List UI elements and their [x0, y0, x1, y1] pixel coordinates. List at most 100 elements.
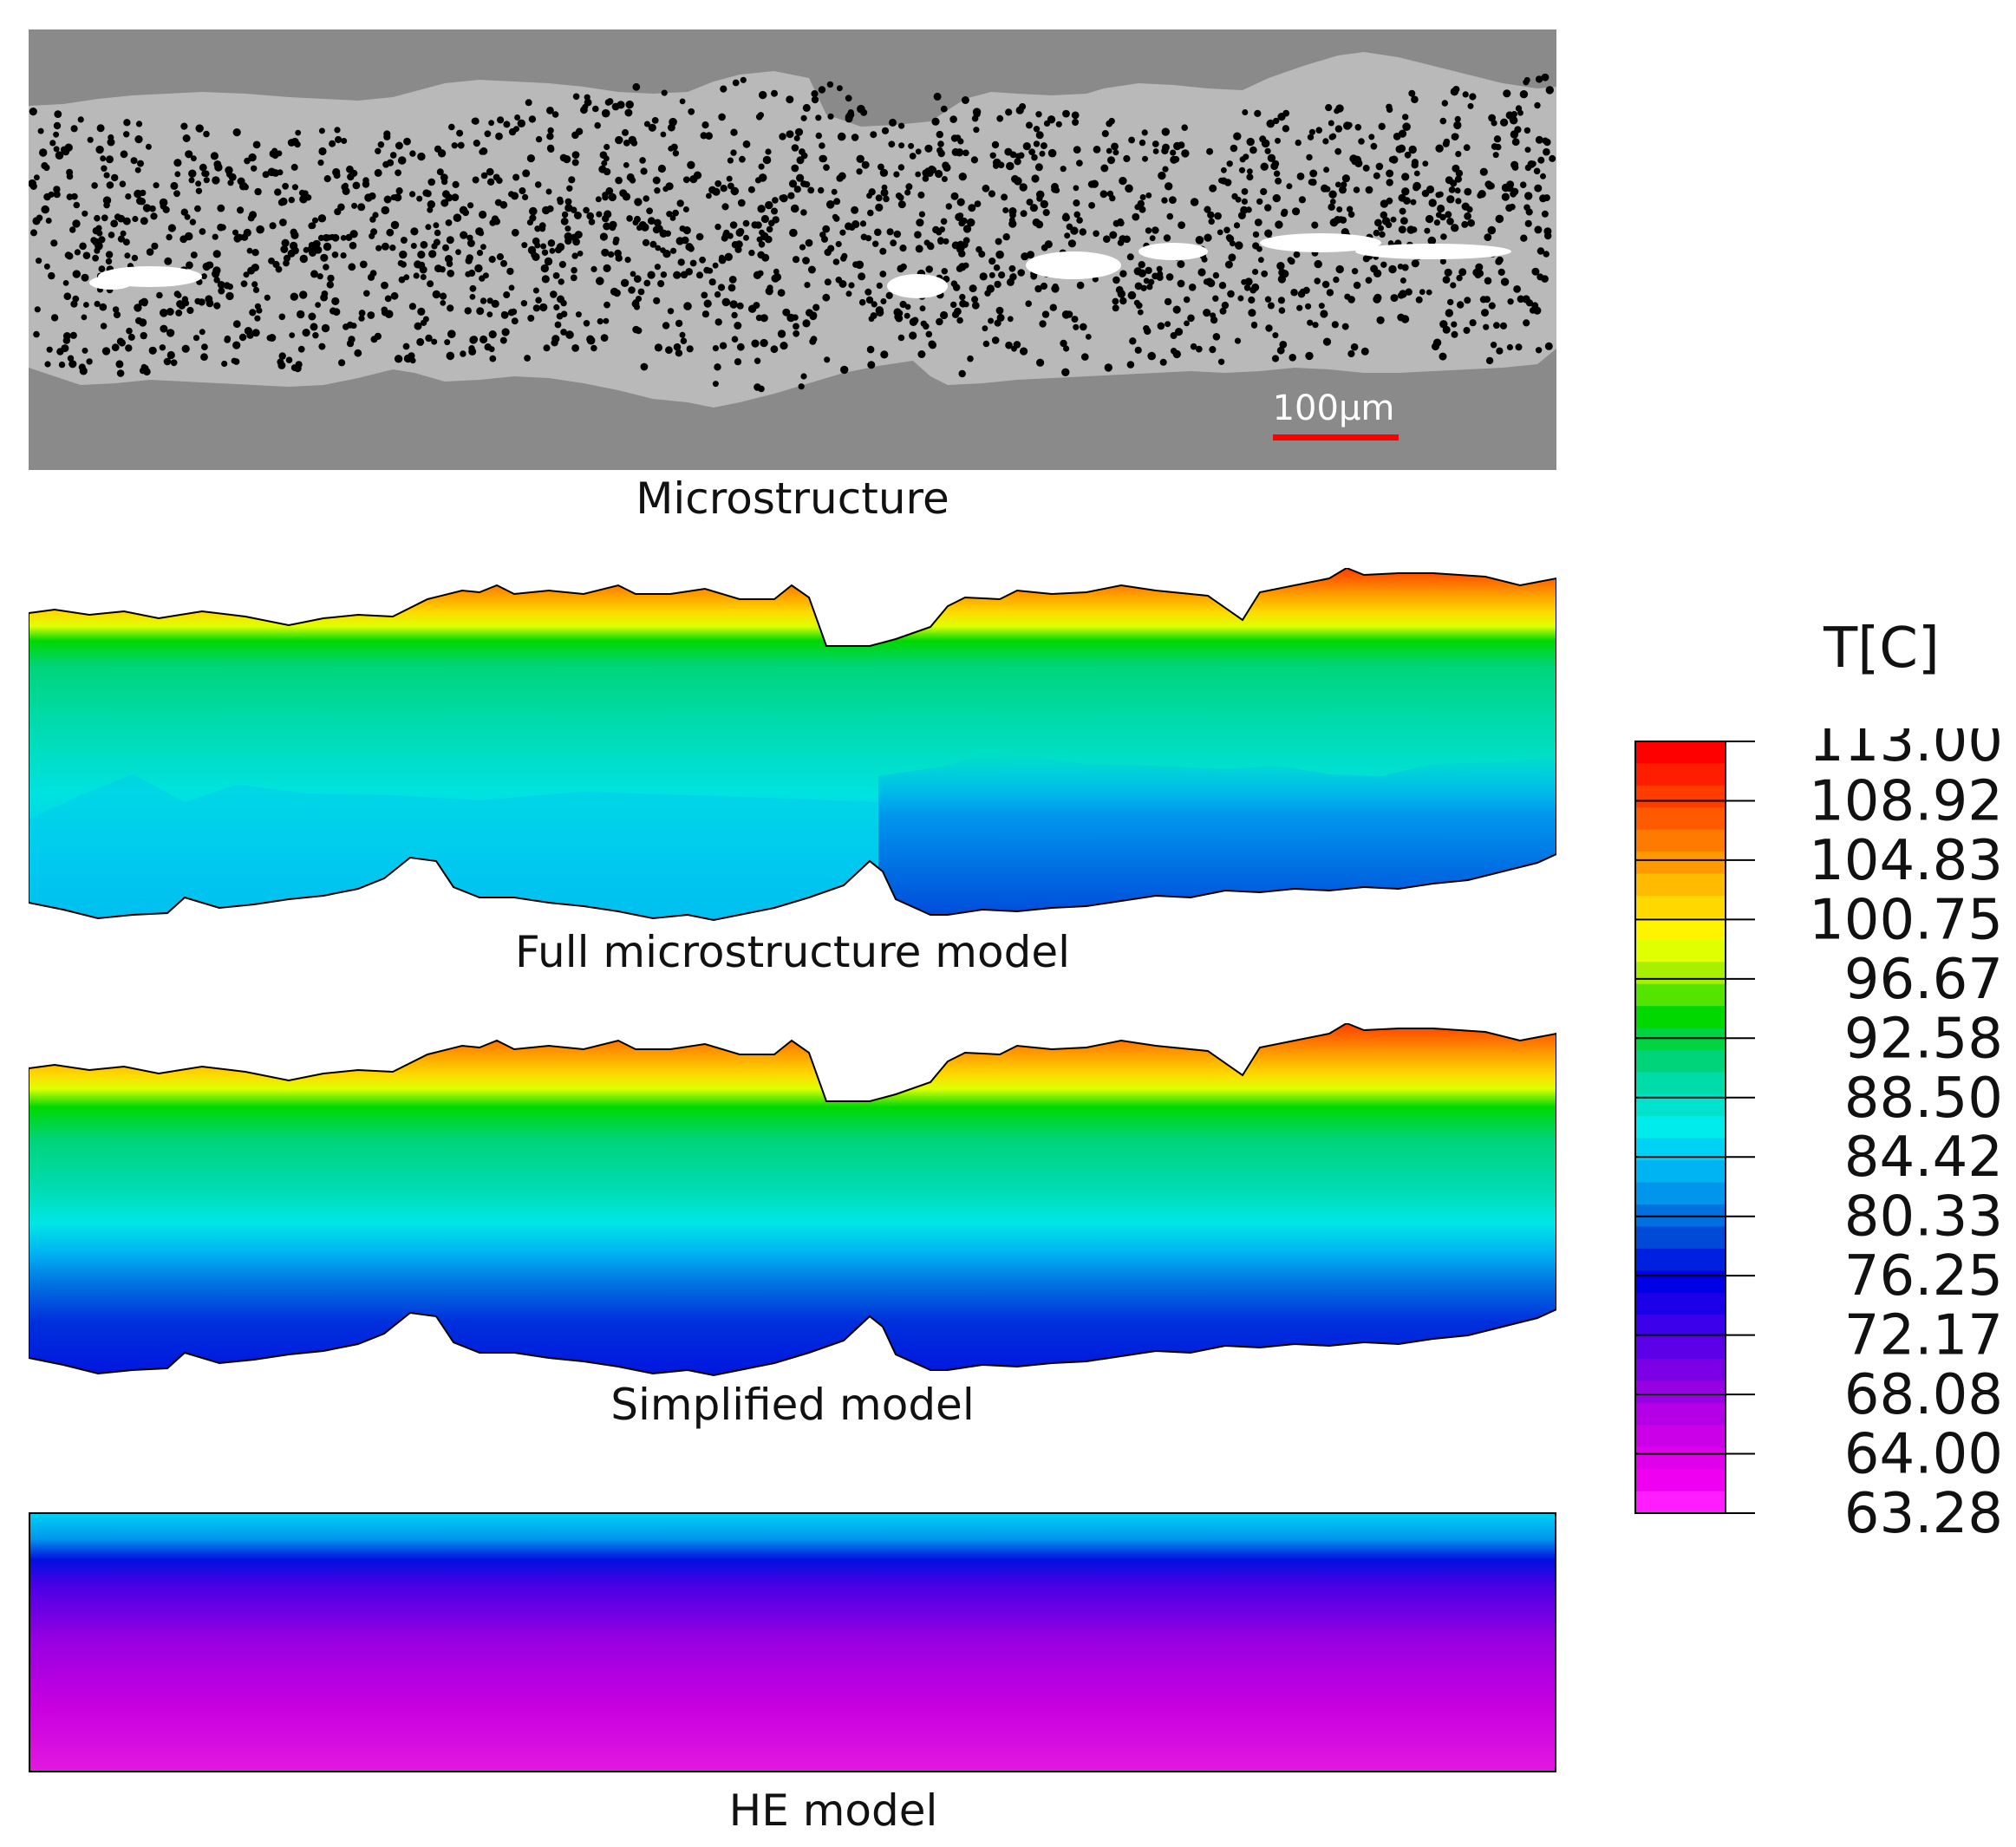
fiber-dot [1457, 301, 1465, 309]
fiber-dot [535, 135, 543, 143]
fiber-dot [237, 206, 245, 214]
fiber-dot [609, 224, 617, 232]
fiber-dot [925, 265, 933, 273]
legend-color-bands [1635, 741, 1726, 1514]
fiber-dot [1495, 214, 1504, 224]
fiber-dot [648, 123, 656, 132]
fiber-dot [962, 149, 969, 157]
fiber-dot [897, 164, 905, 171]
fiber-dot [546, 133, 554, 140]
fiber-dot [100, 323, 108, 330]
fiber-dot [254, 303, 261, 310]
temperature-legend: 113.00108.92104.83100.7596.6792.5888.508… [1634, 728, 2003, 1544]
fiber-dot [845, 114, 853, 123]
fiber-dot [101, 165, 108, 172]
fiber-dot [634, 198, 643, 206]
fiber-dot [534, 225, 541, 232]
fiber-dot [558, 260, 567, 269]
fiber-dot [789, 228, 798, 238]
fiber-dot [1226, 235, 1235, 243]
fiber-dot [936, 147, 943, 154]
fiber-dot [182, 134, 191, 142]
fiber-dot [1047, 115, 1056, 124]
fiber-dot [670, 143, 678, 151]
fiber-dot [1534, 225, 1543, 234]
fiber-dot [511, 317, 519, 325]
fiber-dot [603, 167, 611, 176]
fiber-dot [1277, 297, 1285, 304]
fiber-dot [683, 302, 692, 310]
fiber-dot [777, 330, 786, 338]
fiber-dot [866, 345, 875, 354]
fiber-dot [1523, 127, 1531, 134]
fiber-dot [1515, 343, 1523, 351]
fiber-dot [127, 333, 135, 341]
fiber-dot [395, 187, 403, 195]
fiber-dot [37, 127, 44, 134]
fiber-dot [381, 242, 389, 251]
fiber-dot [173, 159, 182, 167]
fiber-dot [652, 225, 661, 234]
fiber-dot [1036, 195, 1043, 202]
fiber-dot [1275, 137, 1281, 144]
fiber-dot [350, 169, 358, 177]
fiber-dot [1451, 321, 1458, 328]
fiber-dot [126, 327, 133, 335]
fiber-dot [695, 232, 704, 241]
fiber-dot [62, 332, 71, 340]
fiber-dot [596, 211, 603, 218]
fiber-dot [730, 149, 737, 156]
fiber-dot [1543, 147, 1550, 156]
fiber-dot [1341, 323, 1349, 330]
fiber-dot [1197, 268, 1206, 277]
fiber-dot [879, 168, 889, 177]
fiber-dot [571, 266, 577, 274]
fiber-dot [464, 307, 472, 315]
fiber-dot [758, 385, 765, 393]
fiber-dot [566, 185, 573, 192]
fiber-dot [634, 215, 641, 223]
fiber-dot [1314, 277, 1321, 284]
fiber-dot [682, 176, 690, 184]
fiber-dot [909, 153, 917, 160]
fiber-dot [375, 245, 382, 251]
fiber-dot [1265, 324, 1273, 332]
fiber-dot [1183, 296, 1191, 303]
fiber-dot [513, 126, 519, 133]
fiber-dot [796, 156, 805, 165]
fiber-dot [1006, 161, 1015, 171]
fiber-dot [954, 307, 962, 316]
fiber-dot [1496, 256, 1504, 264]
fiber-dot [50, 239, 58, 247]
fiber-dot [53, 146, 60, 153]
fiber-dot [876, 282, 883, 289]
fiber-dot [511, 228, 519, 237]
fiber-dot [1177, 279, 1185, 288]
fiber-dot [802, 257, 810, 264]
fiber-dot [451, 142, 458, 149]
fiber-dot [416, 337, 425, 346]
fiber-dot [137, 160, 144, 167]
fiber-dot [1347, 296, 1355, 303]
fiber-dot [256, 225, 264, 234]
fiber-dot [1261, 139, 1270, 148]
fiber-dot [262, 171, 270, 179]
fiber-dot [1537, 156, 1545, 164]
fiber-dot [560, 329, 567, 336]
fiber-dot [1481, 309, 1489, 317]
fiber-dot [1437, 204, 1445, 213]
fiber-dot [440, 173, 448, 182]
fiber-dot [1112, 149, 1119, 156]
fiber-dot [1390, 294, 1399, 303]
fiber-dot [1320, 310, 1328, 318]
fiber-dot [871, 301, 878, 308]
fiber-dot [971, 301, 980, 310]
fiber-dot [1228, 253, 1236, 262]
fiber-dot [1492, 152, 1499, 159]
fiber-dot [1350, 343, 1359, 351]
fiber-dot [757, 205, 766, 213]
fiber-dot [409, 150, 416, 157]
fiber-dot [1035, 111, 1042, 118]
fiber-dot [1339, 186, 1347, 194]
fiber-dot [327, 274, 335, 283]
